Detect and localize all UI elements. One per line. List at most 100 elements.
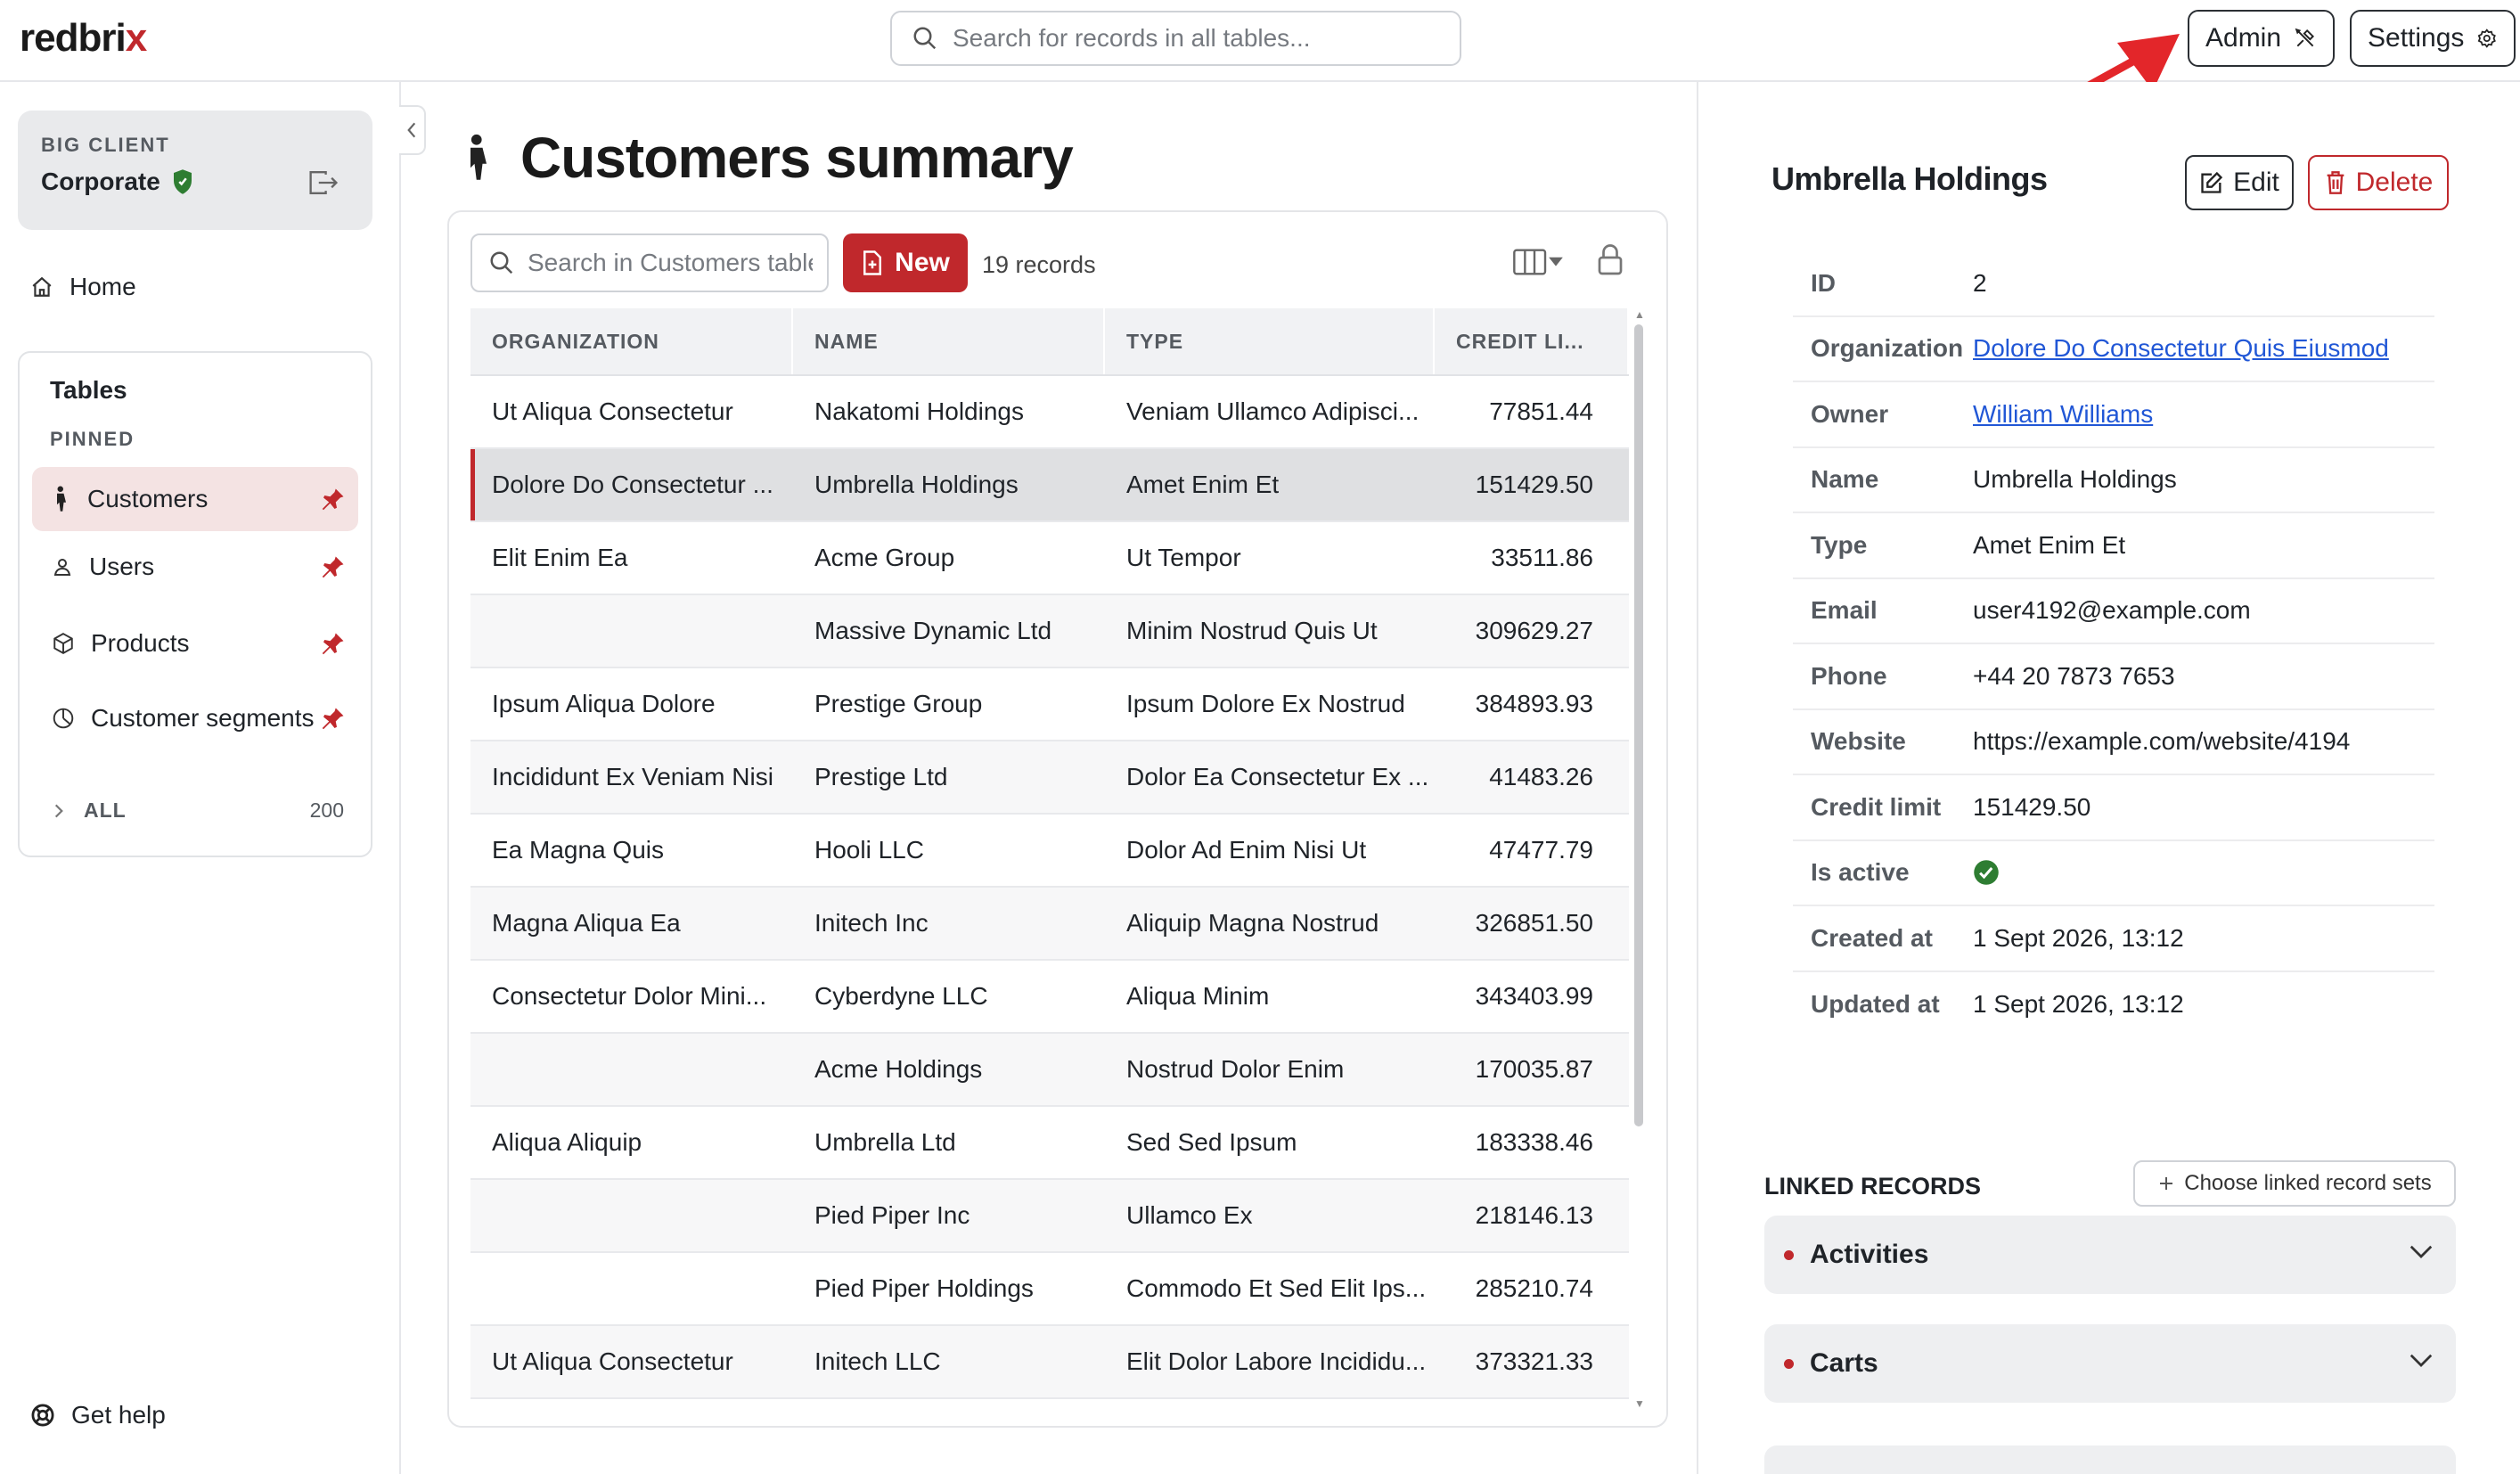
table-cell: Initech LLC (814, 1347, 941, 1375)
global-search-box[interactable] (890, 11, 1461, 66)
column-header-name[interactable]: NAME (793, 308, 1105, 374)
lock-icon[interactable] (1597, 244, 1624, 276)
person-icon (57, 486, 66, 512)
pin-icon[interactable] (319, 487, 346, 513)
table-row[interactable]: Ipsum Aliqua Dolore Prestige Group Ipsum D… (470, 668, 1629, 741)
sidebar-item-users[interactable]: Users (32, 535, 358, 599)
field-label: Website (1811, 727, 1906, 756)
table-cell: Dolor Ad Enim Nisi Ut (1126, 836, 1367, 864)
table-scrollbar[interactable]: ▲ ▼ (1629, 308, 1650, 1413)
field-row: Website https://example.com/website/4194 (1793, 710, 2434, 775)
table-row[interactable]: Acme Holdings Nostrud Dolor Enim 170035.87 (470, 1034, 1629, 1107)
sidebar-collapse-button[interactable] (399, 105, 426, 155)
trash-icon (2327, 171, 2344, 194)
linked-set-partial[interactable] (1764, 1445, 2456, 1474)
settings-button[interactable]: Settings (2350, 10, 2516, 67)
columns-icon[interactable] (1513, 248, 1563, 276)
redbrix-logo[interactable]: redbrix (20, 16, 147, 60)
table-row[interactable]: Dolore Do Consectetur ... Umbrella Holdin… (470, 449, 1629, 522)
edit-button[interactable]: Edit (2185, 155, 2294, 210)
scroll-up-icon[interactable]: ▲ (1634, 308, 1645, 321)
field-value-link[interactable]: Dolore Do Consectetur Quis Eiusmod (1973, 334, 2389, 363)
table-row[interactable]: Ut Aliqua Consectetur Initech LLC Elit Dol… (470, 1326, 1629, 1399)
sidebar-item-products[interactable]: Products (32, 611, 358, 676)
table-row[interactable]: Pied Piper Holdings Commodo Et Sed Elit I… (470, 1253, 1629, 1326)
column-header-organization[interactable]: ORGANIZATION (470, 308, 793, 374)
person-icon (470, 134, 487, 180)
field-label: Is active (1811, 858, 1910, 887)
table-row[interactable]: Elit Enim Ea Acme Group Ut Tempor 33511.86 (470, 522, 1629, 595)
field-value: Umbrella Holdings (1973, 465, 2177, 494)
table-cell: Initech Inc (814, 909, 929, 937)
table-row[interactable]: Aliqua Aliquip Umbrella Ltd Sed Sed Ipsum 1… (470, 1107, 1629, 1180)
client-label: BIG CLIENT (41, 134, 170, 156)
all-tables-toggle[interactable]: ALL 200 (50, 798, 344, 823)
table-cell: Dolore Do Consectetur ... (492, 471, 773, 498)
table-cell: Aliquip Magna Nostrud (1126, 909, 1379, 937)
linked-set-activities[interactable]: Activities (1764, 1216, 2456, 1294)
admin-button[interactable]: Admin (2188, 10, 2335, 67)
get-help-link[interactable]: Get help (30, 1401, 166, 1429)
chevron-left-icon (407, 122, 416, 138)
column-header-type[interactable]: TYPE (1105, 308, 1435, 374)
field-row: Created at 1 Sept 2026, 13:12 (1793, 906, 2434, 972)
admin-label: Admin (2205, 23, 2282, 53)
field-row: Organization Dolore Do Consectetur Quis E… (1793, 317, 2434, 382)
new-record-button[interactable]: New (843, 233, 968, 292)
scroll-down-icon[interactable]: ▼ (1634, 1397, 1645, 1410)
tables-title: Tables (50, 376, 127, 404)
gear-icon (2478, 29, 2497, 48)
field-label: Organization (1811, 334, 1964, 363)
delete-button[interactable]: Delete (2308, 155, 2449, 210)
table-cell: 373321.33 (1475, 1347, 1593, 1375)
sidebar-item-customer-segments[interactable]: Customer segments (32, 686, 358, 750)
table-search-box[interactable] (470, 233, 829, 292)
table-cell: Ipsum Aliqua Dolore (492, 690, 716, 717)
field-row: Name Umbrella Holdings (1793, 448, 2434, 513)
table-cell: Acme Group (814, 544, 955, 571)
field-label: ID (1811, 268, 1836, 297)
table-cell: Umbrella Holdings (814, 471, 1019, 498)
field-row: Owner William Williams (1793, 382, 2434, 448)
field-value-link[interactable]: William Williams (1973, 399, 2154, 428)
record-fields: ID 2 Organization Dolore Do Consectetur Qui… (1793, 251, 2434, 1037)
table-row[interactable]: Ut Aliqua Consectetur Nakatomi Holdings Ve… (470, 376, 1629, 449)
table-cell: Prestige Ltd (814, 763, 948, 790)
table-search-input[interactable] (528, 249, 813, 277)
choose-linked-sets-button[interactable]: Choose linked record sets (2133, 1160, 2456, 1207)
nav-home[interactable]: Home (30, 273, 136, 301)
sidebar-item-customers[interactable]: Customers (32, 467, 358, 531)
field-value: 1 Sept 2026, 13:12 (1973, 990, 2184, 1019)
global-search-input[interactable] (953, 24, 1452, 53)
table-cell: Ut Aliqua Consectetur (492, 1347, 733, 1375)
search-icon (913, 27, 937, 50)
table-cell: Umbrella Ltd (814, 1128, 956, 1156)
table-row[interactable]: Consectetur Dolor Mini... Cyberdyne LLC Al… (470, 961, 1629, 1034)
table-row[interactable]: Massive Dynamic Ltd Minim Nostrud Quis Ut… (470, 595, 1629, 668)
user-icon (53, 559, 71, 576)
record-detail-panel: Umbrella Holdings Edit Delete ID 2 Organiz… (1697, 82, 2520, 1474)
field-label: Type (1811, 530, 1868, 559)
sidebar: BIG CLIENT Corporate Home Tables PINNED … (0, 82, 401, 1474)
column-header-credit-limit[interactable]: CREDIT LI... (1435, 308, 1629, 374)
field-value: 1 Sept 2026, 13:12 (1973, 923, 2184, 952)
table-cell: 384893.93 (1475, 690, 1593, 717)
table-cell: 326851.50 (1475, 909, 1593, 937)
field-label: Name (1811, 465, 1879, 494)
field-row: ID 2 (1793, 251, 2434, 317)
scrollbar-thumb[interactable] (1634, 324, 1643, 1126)
table-row[interactable]: Magna Aliqua Ea Initech Inc Aliquip Magna … (470, 888, 1629, 961)
pin-icon[interactable] (319, 631, 346, 658)
table-row[interactable]: Incididunt Ex Veniam Nisi Prestige Ltd Dol… (470, 741, 1629, 815)
pin-icon[interactable] (319, 554, 346, 581)
plus-icon (2160, 1177, 2173, 1190)
linked-set-carts[interactable]: Carts (1764, 1324, 2456, 1403)
logout-icon[interactable] (308, 169, 339, 196)
table-cell: 309629.27 (1475, 617, 1593, 644)
table-row[interactable]: Pied Piper Inc Ullamco Ex 218146.13 (470, 1180, 1629, 1253)
pin-icon[interactable] (319, 706, 346, 733)
table-row[interactable]: Ea Magna Quis Hooli LLC Dolor Ad Enim Nisi… (470, 815, 1629, 888)
table-cell: Pied Piper Holdings (814, 1274, 1034, 1302)
tools-icon (2295, 28, 2315, 47)
table-cell: 343403.99 (1475, 982, 1593, 1010)
